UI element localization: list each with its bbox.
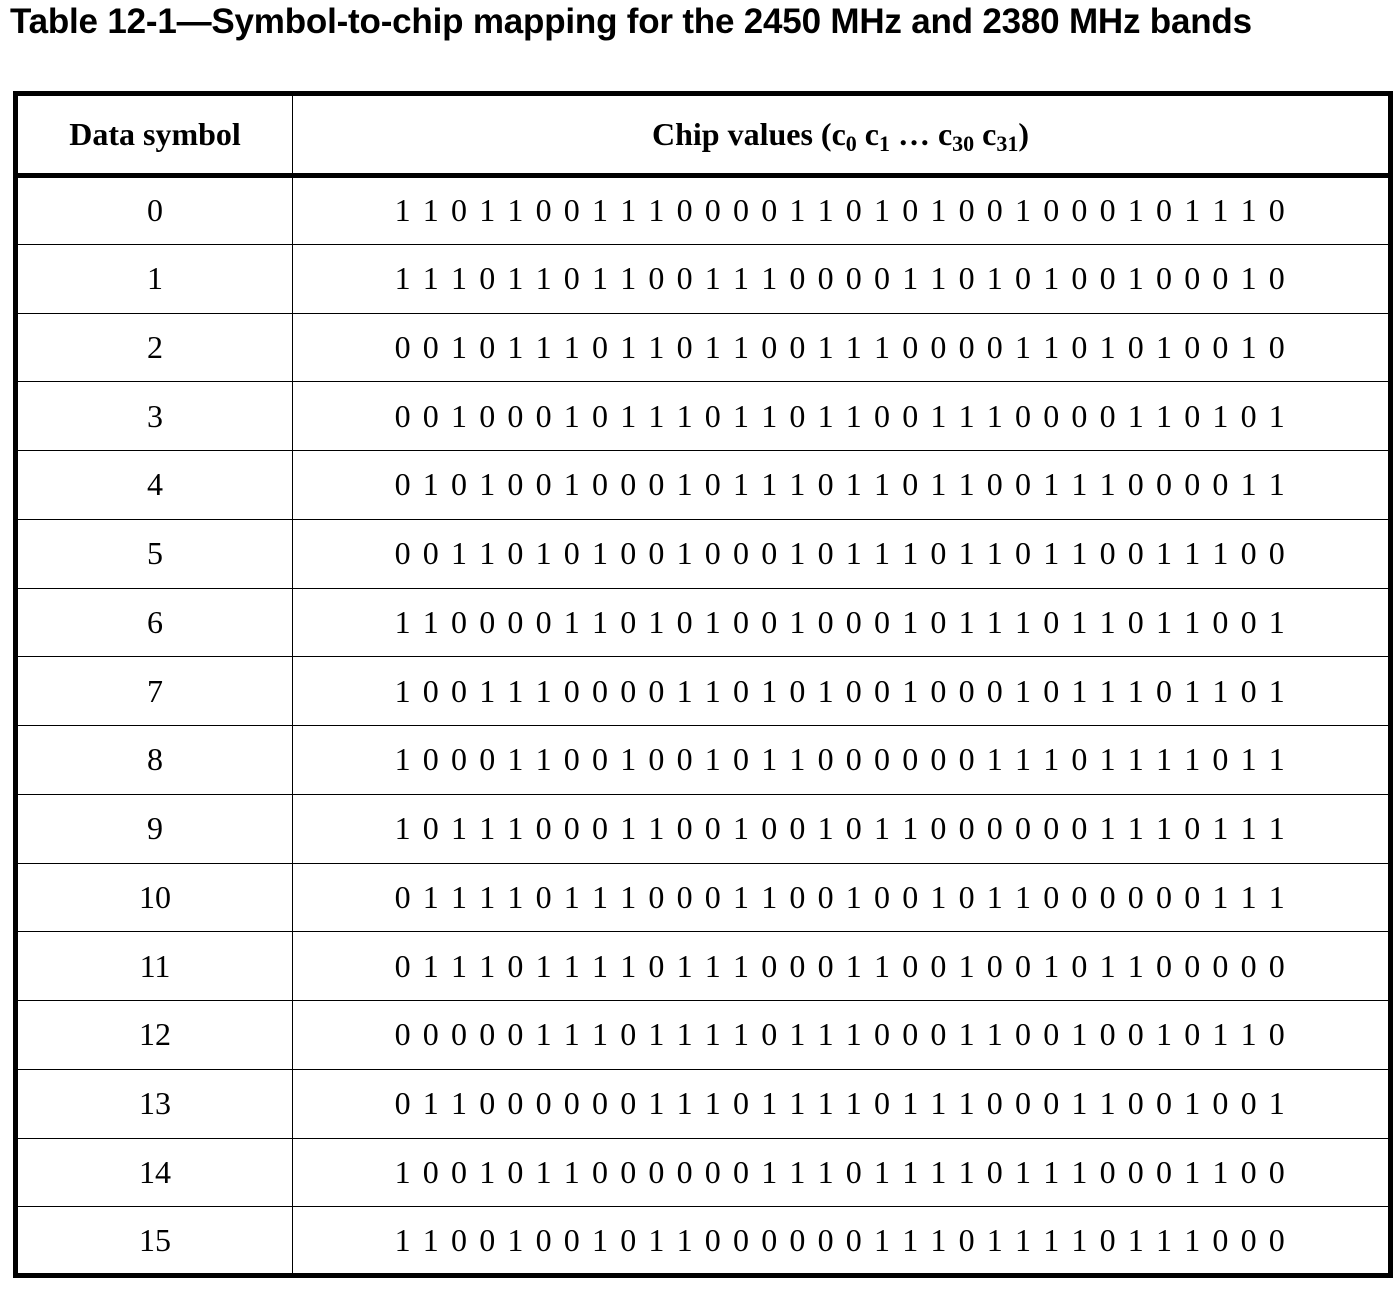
chip-values-cell: 1 1 0 1 1 0 0 1 1 1 0 0 0 0 1 1 0 1 0 1 … <box>292 175 1391 245</box>
data-symbol-cell: 15 <box>15 1206 293 1276</box>
chip-values-cell: 1 0 1 1 1 0 0 0 1 1 0 0 1 0 0 1 0 1 1 0 … <box>292 793 1391 864</box>
data-symbol-cell: 7 <box>15 656 293 726</box>
chip-values-cell: 1 1 0 0 0 0 1 1 0 1 0 1 0 0 1 0 0 0 1 0 … <box>292 587 1391 658</box>
chip-values-cell: 0 1 0 1 0 0 1 0 0 0 1 0 1 1 1 0 1 1 0 1 … <box>292 450 1391 520</box>
chip-values-cell: 1 0 0 1 1 1 0 0 0 0 1 1 0 1 0 1 0 0 1 0 … <box>292 656 1391 726</box>
chip-values-cell: 0 1 1 1 1 0 1 1 1 0 0 0 1 1 0 0 1 0 0 1 … <box>292 862 1391 933</box>
table-row: 15 1 1 0 0 1 0 0 1 0 1 1 0 0 0 0 0 0 1 1 … <box>15 1206 1391 1276</box>
data-symbol-cell: 2 <box>15 312 293 383</box>
table-row: 10 0 1 1 1 1 0 1 1 1 0 0 0 1 1 0 0 1 0 0 … <box>15 862 1391 933</box>
header-row: Data symbol Chip values (c0 c1 … c30 c31… <box>15 93 1391 178</box>
chip-values-cell: 0 1 1 0 0 0 0 0 0 1 1 1 0 1 1 1 1 0 1 1 … <box>292 1068 1391 1139</box>
data-symbol-cell: 10 <box>15 862 293 933</box>
table-title: Table 12-1—Symbol-to-chip mapping for th… <box>10 2 1252 41</box>
header-sub-1: 1 <box>878 131 890 156</box>
data-symbol-cell: 13 <box>15 1068 293 1139</box>
chip-values-cell: 1 0 0 1 0 1 1 0 0 0 0 0 0 1 1 1 0 1 1 1 … <box>292 1137 1391 1208</box>
data-symbol-cell: 3 <box>15 381 293 451</box>
data-symbol-cell: 14 <box>15 1137 293 1208</box>
header-c1: c <box>856 116 879 152</box>
header-close-paren: ) <box>1018 116 1030 152</box>
data-symbol-cell: 6 <box>15 587 293 658</box>
data-symbol-cell: 9 <box>15 793 293 864</box>
chip-values-cell: 0 0 0 0 0 1 1 1 0 1 1 1 1 0 1 1 1 0 0 0 … <box>292 1000 1391 1070</box>
header-sub-30: 30 <box>952 131 975 156</box>
header-data-symbol: Data symbol <box>15 93 293 178</box>
header-c31: c <box>974 116 997 152</box>
chip-values-cell: 0 0 1 0 1 1 1 0 1 1 0 1 1 0 0 1 1 1 0 0 … <box>292 312 1391 383</box>
chip-values-cell: 1 1 1 0 1 1 0 1 1 0 0 1 1 1 0 0 0 0 1 1 … <box>292 243 1391 314</box>
table-row: 11 0 1 1 1 0 1 1 1 1 0 1 1 1 0 0 0 1 1 0 … <box>15 931 1391 1001</box>
data-symbol-cell: 8 <box>15 725 293 795</box>
header-sub-0: 0 <box>845 131 857 156</box>
header-chip-values: Chip values (c0 c1 … c30 c31) <box>292 93 1391 178</box>
header-sub-31: 31 <box>996 131 1019 156</box>
data-symbol-cell: 4 <box>15 450 293 520</box>
data-symbol-cell: 11 <box>15 931 293 1001</box>
chip-values-cell: 0 0 1 1 0 1 0 1 0 0 1 0 0 0 1 0 1 1 1 0 … <box>292 518 1391 589</box>
chip-values-cell: 0 0 1 0 0 0 1 0 1 1 1 0 1 1 0 1 1 0 0 1 … <box>292 381 1391 451</box>
chip-values-cell: 1 0 0 0 1 1 0 0 1 0 0 1 0 1 1 0 0 0 0 0 … <box>292 725 1391 795</box>
symbol-to-chip-table: Data symbol Chip values (c0 c1 … c30 c31… <box>13 91 1393 1278</box>
data-symbol-cell: 5 <box>15 518 293 589</box>
header-chip-prefix: Chip values (c <box>651 116 846 152</box>
data-symbol-cell: 12 <box>15 1000 293 1070</box>
data-symbol-cell: 1 <box>15 243 293 314</box>
table-row: 12 0 0 0 0 0 1 1 1 0 1 1 1 1 0 1 1 1 0 0 … <box>15 1000 1391 1070</box>
data-symbol-cell: 0 <box>15 175 293 245</box>
table-row: 14 1 0 0 1 0 1 1 0 0 0 0 0 0 1 1 1 0 1 1 … <box>15 1137 1391 1208</box>
chip-values-cell: 1 1 0 0 1 0 0 1 0 1 1 0 0 0 0 0 0 1 1 1 … <box>292 1206 1391 1276</box>
table-row: 13 0 1 1 0 0 0 0 0 0 1 1 1 0 1 1 1 1 0 1 … <box>15 1068 1391 1139</box>
header-ellipsis: … c <box>889 116 953 152</box>
chip-values-cell: 0 1 1 1 0 1 1 1 1 0 1 1 1 0 0 0 1 1 0 0 … <box>292 931 1391 1001</box>
